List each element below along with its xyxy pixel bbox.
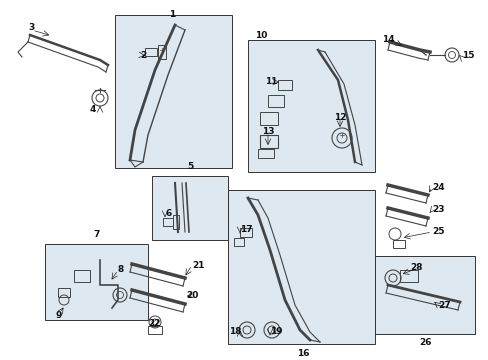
Bar bbox=[45, 244, 148, 320]
Text: 20: 20 bbox=[185, 291, 198, 300]
Bar bbox=[240, 228, 251, 237]
Text: 27: 27 bbox=[437, 301, 450, 310]
Text: 9: 9 bbox=[55, 310, 61, 320]
Bar bbox=[163, 218, 173, 226]
Bar bbox=[278, 80, 291, 90]
Text: 23: 23 bbox=[431, 206, 444, 215]
Text: 7: 7 bbox=[94, 230, 100, 239]
Text: 22: 22 bbox=[148, 319, 160, 328]
Text: 16: 16 bbox=[296, 349, 308, 358]
Text: 14: 14 bbox=[381, 36, 394, 45]
Bar bbox=[173, 215, 179, 229]
Bar bbox=[148, 326, 162, 334]
Bar bbox=[145, 48, 157, 56]
Text: 11: 11 bbox=[264, 77, 277, 86]
Bar bbox=[399, 270, 417, 282]
Bar bbox=[74, 270, 90, 282]
Text: 19: 19 bbox=[269, 328, 282, 337]
Bar bbox=[267, 95, 284, 107]
Text: 3: 3 bbox=[28, 23, 34, 32]
Text: 25: 25 bbox=[431, 228, 444, 237]
Bar bbox=[158, 45, 165, 59]
Text: 1: 1 bbox=[168, 10, 175, 19]
Bar bbox=[260, 112, 278, 125]
Text: 5: 5 bbox=[186, 162, 193, 171]
Text: 24: 24 bbox=[431, 183, 444, 192]
Bar bbox=[392, 240, 404, 248]
Bar bbox=[58, 288, 70, 297]
Bar bbox=[258, 149, 273, 158]
Text: 12: 12 bbox=[333, 112, 346, 122]
Text: 8: 8 bbox=[118, 266, 124, 274]
Text: 17: 17 bbox=[240, 225, 252, 234]
Text: 4: 4 bbox=[90, 105, 96, 114]
Bar bbox=[260, 135, 278, 148]
Text: 26: 26 bbox=[418, 338, 430, 347]
Text: 10: 10 bbox=[254, 31, 267, 40]
Bar bbox=[115, 15, 231, 168]
Bar bbox=[247, 40, 374, 172]
Text: 15: 15 bbox=[461, 50, 473, 59]
Bar bbox=[234, 238, 244, 246]
Bar bbox=[152, 176, 227, 240]
Text: 18: 18 bbox=[229, 328, 242, 337]
Bar bbox=[227, 190, 374, 344]
Text: 13: 13 bbox=[262, 127, 274, 136]
Text: 2: 2 bbox=[140, 50, 146, 59]
Bar bbox=[374, 256, 474, 334]
Text: 6: 6 bbox=[164, 208, 171, 217]
Text: 21: 21 bbox=[192, 261, 204, 270]
Text: 28: 28 bbox=[409, 264, 422, 273]
